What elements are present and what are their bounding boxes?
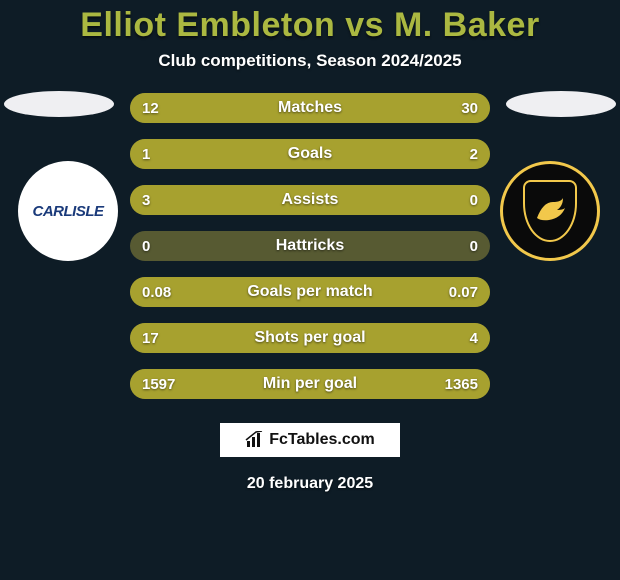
stat-bars: 1230Matches 12Goals 30Assists 00Hattricks 0.… <box>130 93 490 399</box>
stat-label: Min per goal <box>130 375 490 393</box>
stat-label: Goals <box>130 145 490 163</box>
page-subtitle: Club competitions, Season 2024/2025 <box>0 51 620 71</box>
stat-bar: 174Shots per goal <box>130 323 490 353</box>
comparison-infographic: Elliot Embleton vs M. Baker Club competi… <box>0 0 620 580</box>
stat-bar: 30Assists <box>130 185 490 215</box>
stat-bar: 1230Matches <box>130 93 490 123</box>
stat-label: Goals per match <box>130 283 490 301</box>
player-base-right <box>506 91 616 117</box>
stat-bar: 00Hattricks <box>130 231 490 261</box>
brand-box: FcTables.com <box>220 423 400 457</box>
stat-bar: 0.080.07Goals per match <box>130 277 490 307</box>
club-badge-right-shield <box>523 180 577 242</box>
chart-icon <box>245 431 265 449</box>
club-badge-left: CARLISLE <box>18 161 118 261</box>
stat-bar: 15971365Min per goal <box>130 369 490 399</box>
stat-label: Shots per goal <box>130 329 490 347</box>
bird-icon <box>533 196 567 226</box>
page-title: Elliot Embleton vs M. Baker <box>0 6 620 45</box>
stat-label: Hattricks <box>130 237 490 255</box>
club-badge-left-text: CARLISLE <box>33 203 104 220</box>
player-base-left <box>4 91 114 117</box>
comparison-arena: CARLISLE 1230Matches 12Goals 30Assists 00Ha… <box>0 93 620 399</box>
club-badge-right <box>500 161 600 261</box>
footer-date: 20 february 2025 <box>0 475 620 493</box>
stat-bar: 12Goals <box>130 139 490 169</box>
stat-label: Matches <box>130 99 490 117</box>
stat-label: Assists <box>130 191 490 209</box>
brand-text: FcTables.com <box>269 431 375 449</box>
